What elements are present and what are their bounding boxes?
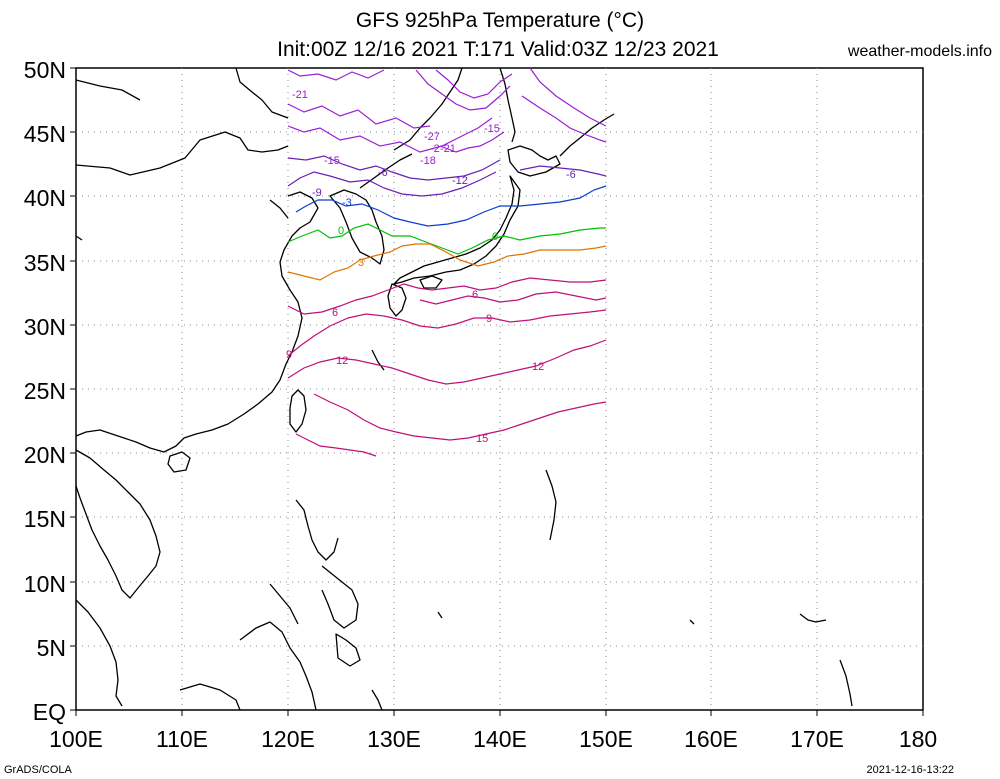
contour-label: 12 bbox=[532, 361, 544, 373]
x-tick-label: 120E bbox=[261, 726, 315, 752]
chart-title: GFS 925hPa Temperature (°C) bbox=[355, 9, 645, 32]
contour-label: -6 bbox=[566, 169, 576, 181]
y-tick-label: 5N bbox=[37, 635, 66, 661]
x-tick-label: 100E bbox=[49, 726, 103, 752]
contour-labels: -21 -15 -27 -2 -21 -18 -15 -12 -9 -6 -6 … bbox=[286, 89, 576, 445]
timestamp: 2021-12-16-13:22 bbox=[866, 764, 954, 776]
contour-label: 3 bbox=[358, 257, 364, 269]
y-tick-label: 10N bbox=[24, 571, 66, 597]
graticule bbox=[76, 68, 923, 710]
contour-label: -15 bbox=[324, 155, 340, 167]
axis-ticks bbox=[70, 67, 924, 716]
chart-subtitle: Init:00Z 12/16 2021 T:171 Valid:03Z 12/2… bbox=[277, 38, 719, 61]
contour-label: 6 bbox=[332, 307, 338, 319]
contour-label: -15 bbox=[484, 123, 500, 135]
contour-label: -18 bbox=[420, 155, 436, 167]
contour-label: 9 bbox=[286, 349, 292, 361]
y-axis-labels: 50N 45N 40N 35N 30N 25N 20N 15N 10N 5N E… bbox=[24, 57, 66, 725]
contour-label: -12 bbox=[452, 175, 468, 187]
contour-label: -6 bbox=[378, 167, 388, 179]
contour-label: 9 bbox=[486, 313, 492, 325]
y-tick-label: 30N bbox=[24, 314, 66, 340]
contour-label: 0 bbox=[338, 225, 344, 237]
y-tick-label: 20N bbox=[24, 442, 66, 468]
y-tick-label: 25N bbox=[24, 378, 66, 404]
y-tick-label: EQ bbox=[33, 699, 66, 725]
y-tick-label: 35N bbox=[24, 250, 66, 276]
y-tick-label: 15N bbox=[24, 506, 66, 532]
x-tick-label: 160E bbox=[684, 726, 738, 752]
y-tick-label: 40N bbox=[24, 185, 66, 211]
contour-label: -3 bbox=[342, 197, 352, 209]
contour-label: -21 bbox=[440, 143, 456, 155]
x-tick-label: 130E bbox=[367, 726, 421, 752]
contour-label: -9 bbox=[312, 187, 322, 199]
y-tick-label: 50N bbox=[24, 57, 66, 83]
contour-label: 0 bbox=[492, 231, 498, 243]
x-tick-label: 140E bbox=[473, 726, 527, 752]
coastlines bbox=[75, 67, 853, 711]
contour-label: -27 bbox=[424, 131, 440, 143]
software-credit: GrADS/COLA bbox=[4, 764, 72, 776]
y-tick-label: 45N bbox=[24, 121, 66, 147]
x-tick-label: 150E bbox=[579, 726, 633, 752]
contour-label: 12 bbox=[336, 355, 348, 367]
site-credit: weather-models.info bbox=[847, 43, 992, 60]
contour-label: 15 bbox=[476, 433, 488, 445]
contour-label: -21 bbox=[292, 89, 308, 101]
contour-label: -2 bbox=[430, 143, 440, 155]
contour-label: 6 bbox=[472, 289, 478, 301]
x-tick-label: 180 bbox=[899, 726, 937, 752]
isotherms bbox=[287, 67, 607, 457]
x-tick-label: 110E bbox=[156, 726, 208, 752]
x-tick-label: 170E bbox=[790, 726, 844, 752]
x-axis-labels: 100E 110E 120E 130E 140E 150E 160E 170E … bbox=[49, 726, 937, 752]
